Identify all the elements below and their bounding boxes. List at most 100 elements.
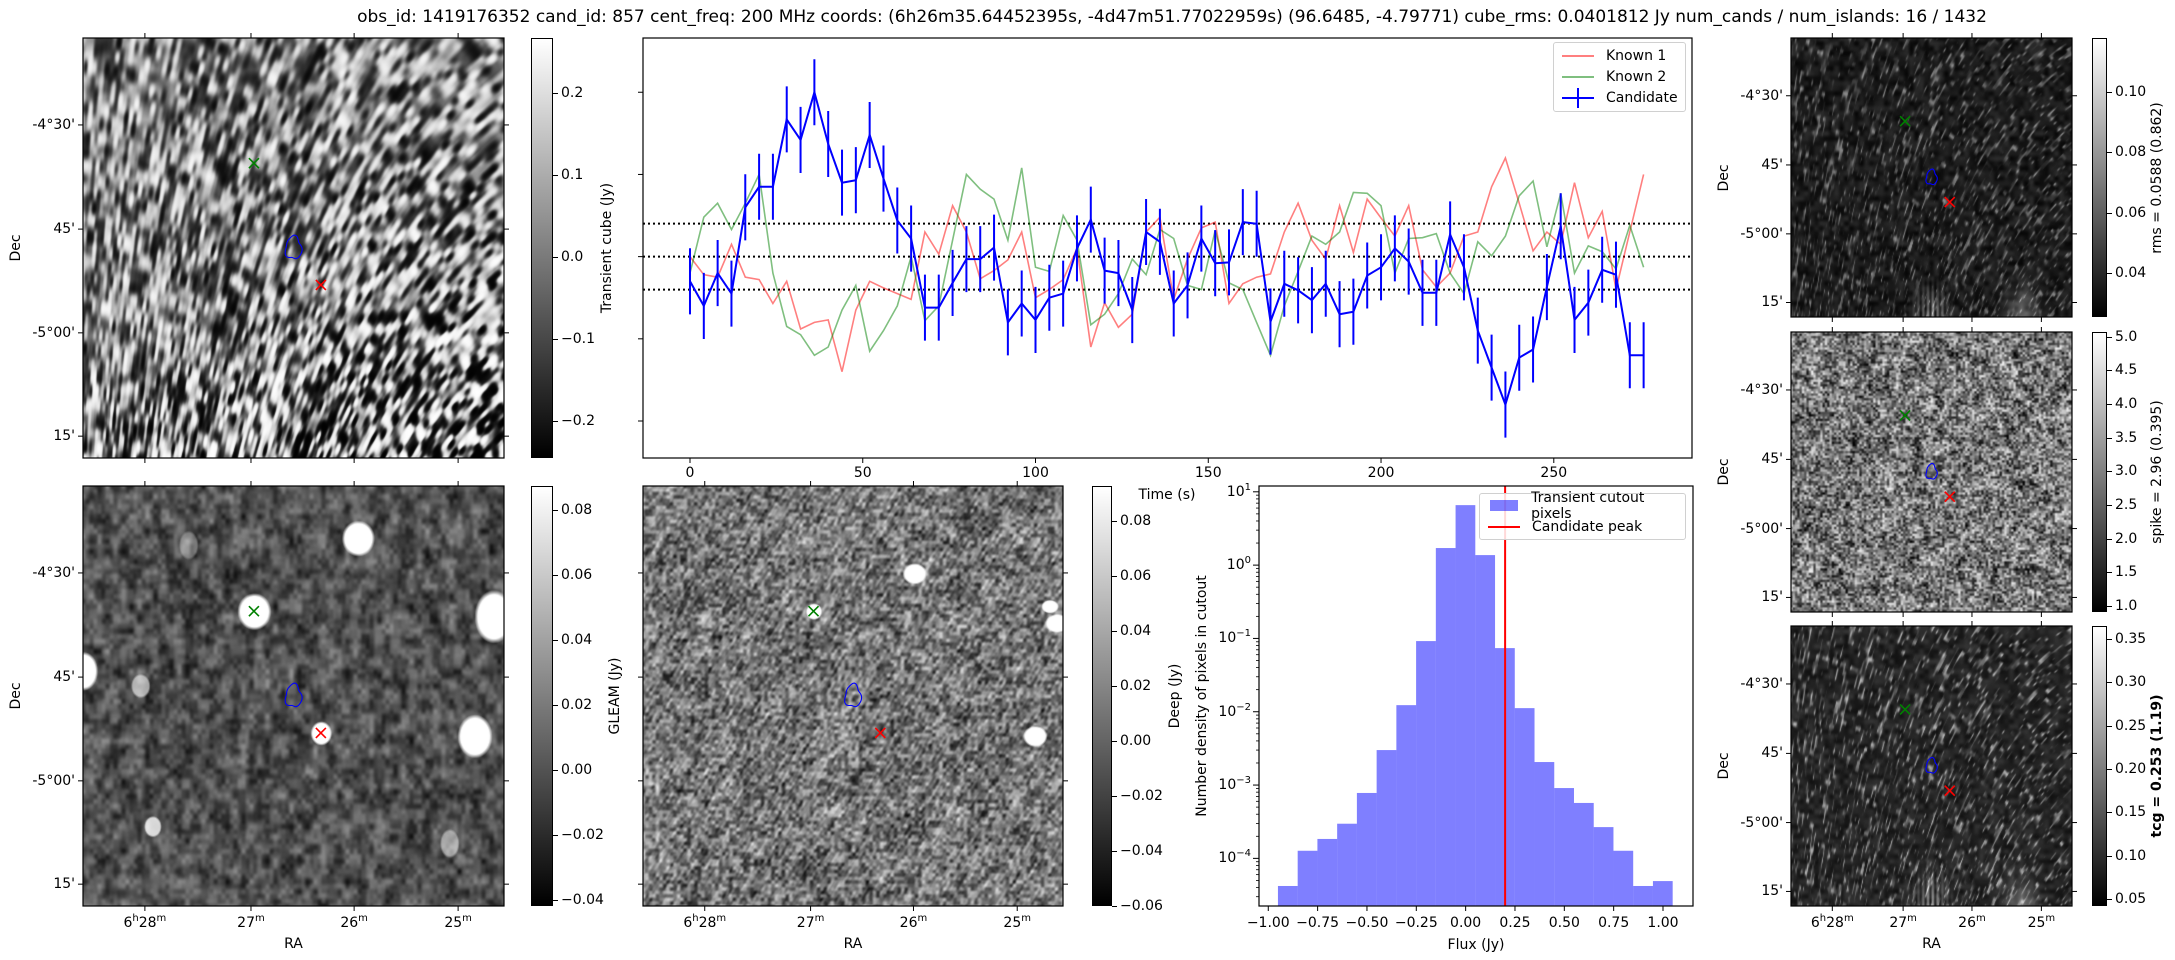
- ra-tick-label: 25m: [444, 913, 472, 931]
- colorbar-tick-label: −0.02: [1120, 787, 1163, 804]
- known-2-marker: [1899, 409, 1911, 422]
- colorbar-tick-label: −0.2: [561, 413, 595, 430]
- known-1-marker-stroke: [315, 279, 327, 291]
- ra-tick-label: 27m: [796, 913, 825, 931]
- tcg-axes: [1786, 621, 2077, 911]
- ra-tick-part: m: [716, 913, 727, 924]
- y-tick-exponent: −3: [1236, 775, 1251, 787]
- histogram-bar: [1435, 548, 1456, 906]
- colorbar-tick-label: 0.08: [561, 502, 593, 519]
- dec-tick-label: 45': [53, 221, 75, 238]
- colorbar-tick: [2107, 272, 2112, 274]
- dec-tick-label: -4°30': [32, 116, 75, 133]
- colorbar-tick-label: 1.0: [2115, 597, 2138, 614]
- colorbar-tick-label: 0.02: [561, 697, 593, 714]
- gleam-colorbar-label: GLEAM (Jy): [607, 657, 623, 735]
- colorbar-tick-label: −0.1: [561, 331, 595, 348]
- x-tick-label: 250: [1540, 465, 1568, 481]
- colorbar-tick: [2107, 504, 2112, 506]
- rms-image: [1791, 38, 2072, 317]
- ra-tick-label: 27m: [1889, 913, 1917, 931]
- colorbar-tick-label: −0.04: [1120, 842, 1163, 859]
- transient-colorbar-label: Transient cube (Jy): [599, 182, 615, 314]
- histogram-bar: [1277, 885, 1298, 906]
- y-tick-exponent: 1: [1244, 481, 1251, 493]
- legend-label: Candidate peak: [1532, 519, 1643, 535]
- dec-tick-label: 15': [1761, 294, 1783, 311]
- colorbar-tick: [1112, 630, 1117, 632]
- colorbar-tick: [2107, 538, 2112, 540]
- deep-axes: [638, 481, 1068, 911]
- colorbar-tick: [553, 510, 558, 512]
- y-tick-base: 10: [1226, 557, 1245, 574]
- colorbar-tick: [2107, 152, 2112, 154]
- ra-tick-part: 28: [1826, 915, 1844, 931]
- lightcurve-legend: Known 1 Known 2 Candidate: [1553, 42, 1686, 112]
- ra-tick-part: 26: [340, 915, 359, 931]
- candidate-contour: [284, 682, 303, 708]
- colorbar-tick: [553, 257, 558, 259]
- colorbar-tick: [2107, 370, 2112, 372]
- ra-tick-part: m: [1907, 913, 1917, 924]
- ra-tick-part: m: [814, 913, 825, 924]
- histogram-legend: Transient cutout pixels Candidate peak: [1479, 490, 1686, 540]
- y-tick-exponent: −1: [1236, 628, 1251, 640]
- known-1-marker-stroke: [1944, 491, 1956, 503]
- colorbar-tick: [2107, 212, 2112, 214]
- ra-tick-part: 25: [444, 915, 463, 931]
- colorbar-tick: [2107, 769, 2112, 771]
- colorbar-tick-label: −0.06: [1120, 898, 1163, 914]
- colorbar-tick: [2107, 812, 2112, 814]
- colorbar-tick: [1112, 685, 1117, 687]
- colorbar-tick: [553, 835, 558, 837]
- ra-tick-part: 6: [123, 915, 133, 931]
- colorbar-tick-label: 0.25: [2115, 717, 2147, 734]
- axes-frame: [1258, 485, 1694, 907]
- y-tick-label: 10−2: [1218, 702, 1251, 720]
- histogram-bar: [1633, 885, 1653, 906]
- known-2-line: [689, 167, 1645, 358]
- x-tick-label: 200: [1367, 465, 1395, 481]
- histogram-bar: [1573, 802, 1594, 906]
- ra-tick-part: 27: [796, 915, 815, 931]
- ra-tick-part: 27: [1889, 915, 1908, 931]
- transient-axes: [78, 33, 509, 463]
- legend-line: [1562, 76, 1594, 78]
- lightcurve-chart: [638, 37, 1693, 463]
- ra-tick-part: m: [462, 913, 472, 924]
- x-tick-label: 100: [1022, 465, 1049, 481]
- candidate-contour: [284, 234, 303, 260]
- colorbar-tick: [553, 92, 558, 94]
- ra-tick-label: 25m: [1003, 914, 1031, 931]
- colorbar-tick: [2107, 899, 2112, 901]
- deep-colorbar: [1092, 486, 1112, 906]
- dec-tick-label: -5°00': [32, 772, 75, 789]
- colorbar-tick-label: 0.00: [561, 762, 593, 779]
- ra-tick-part: m: [255, 913, 265, 924]
- colorbar-tick-label: 4.0: [2115, 396, 2138, 413]
- ra-tick-part: 28: [138, 915, 157, 931]
- colorbar-tick-label: 0.00: [1120, 732, 1152, 749]
- ra-tick-label: 26m: [1958, 914, 1986, 931]
- dec-axis-label: Dec: [1716, 458, 1732, 486]
- legend-item: Transient cutout pixels: [1488, 490, 1685, 522]
- colorbar-tick: [553, 421, 558, 423]
- dec-axis-label: Dec: [8, 234, 24, 262]
- ra-tick-label: 26m: [340, 914, 368, 931]
- ra-tick-label: 27m: [237, 913, 265, 931]
- known-2-marker: [248, 605, 260, 617]
- y-tick-base: 10: [1218, 703, 1237, 720]
- y-tick-exponent: −4: [1236, 848, 1251, 860]
- x-tick-label: 50: [853, 465, 872, 481]
- rms-colorbar: [2092, 38, 2107, 317]
- colorbar-tick: [2107, 572, 2112, 574]
- histogram-bar: [1317, 838, 1338, 906]
- ra-tick-label: 25m: [2028, 914, 2056, 931]
- x-tick-label: 0.75: [1598, 915, 1630, 931]
- rms-axes: [1786, 33, 2077, 322]
- legend-swatch: [1562, 46, 1594, 66]
- axes-frame: [82, 37, 505, 459]
- known-2-marker: [1899, 115, 1911, 127]
- candidate-contour: [1925, 756, 1938, 774]
- colorbar-tick-label: 0.05: [2115, 891, 2147, 908]
